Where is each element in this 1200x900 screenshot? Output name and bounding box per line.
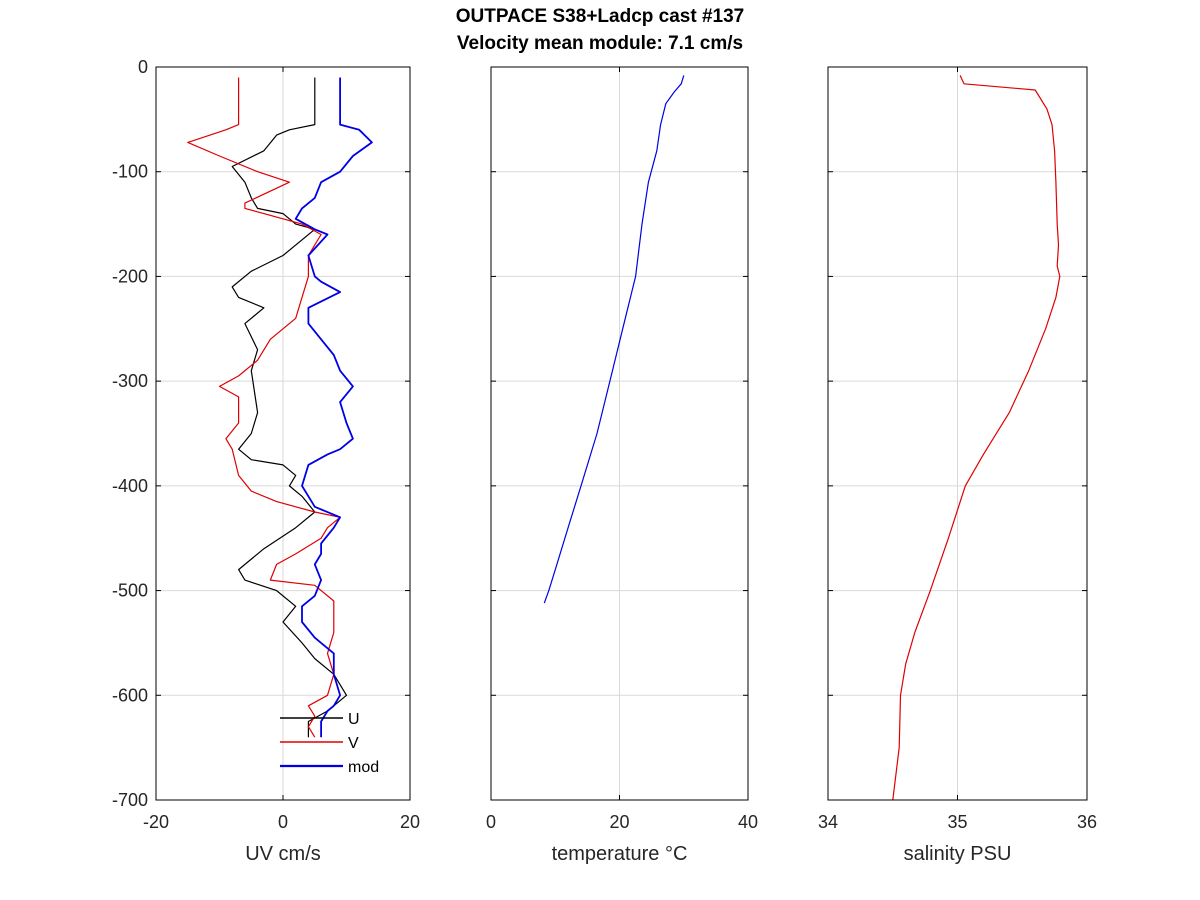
x-axis-label: UV cm/s: [245, 843, 321, 865]
series-line-mod: [294, 77, 373, 738]
y-tick-label: -500: [112, 581, 148, 601]
x-tick-label: 0: [278, 812, 288, 832]
y-tick-label: -300: [112, 371, 148, 391]
x-tick-label: 20: [609, 812, 629, 832]
x-tick-label: 40: [738, 812, 758, 832]
x-tick-label: 0: [486, 812, 496, 832]
x-tick-label: 20: [400, 812, 420, 832]
series-line-profile: [892, 75, 1061, 801]
panel-2: 0 20 40 temperature °C: [486, 66, 758, 865]
figure-title-line-2: Velocity mean module: 7.1 cm/s: [456, 33, 744, 54]
series-line-v: [187, 77, 341, 738]
y-tick-label: -200: [112, 266, 148, 286]
legend-label-mod: mod: [348, 759, 379, 776]
legend-label-u: U: [348, 711, 360, 728]
series-line-profile: [543, 75, 685, 604]
x-tick-label: -20: [143, 812, 169, 832]
legend-label-v: V: [348, 735, 359, 752]
x-tick-label: 35: [947, 812, 967, 832]
y-tick-label: -700: [112, 790, 148, 810]
y-tick-label: -100: [112, 162, 148, 182]
y-tick-label: 0: [138, 57, 148, 77]
y-tick-label: -600: [112, 685, 148, 705]
x-axis-label: temperature °C: [552, 843, 688, 865]
panel-3: 34 35 36 salinity PSU: [818, 66, 1097, 865]
x-tick-label: 36: [1077, 812, 1097, 832]
x-tick-label: 34: [818, 812, 838, 832]
y-tick-label: -400: [112, 476, 148, 496]
x-axis-label: salinity PSU: [904, 843, 1012, 865]
series-line-u: [231, 77, 348, 738]
figure-title-line-1: OUTPACE S38+Ladcp cast #137: [455, 6, 745, 27]
